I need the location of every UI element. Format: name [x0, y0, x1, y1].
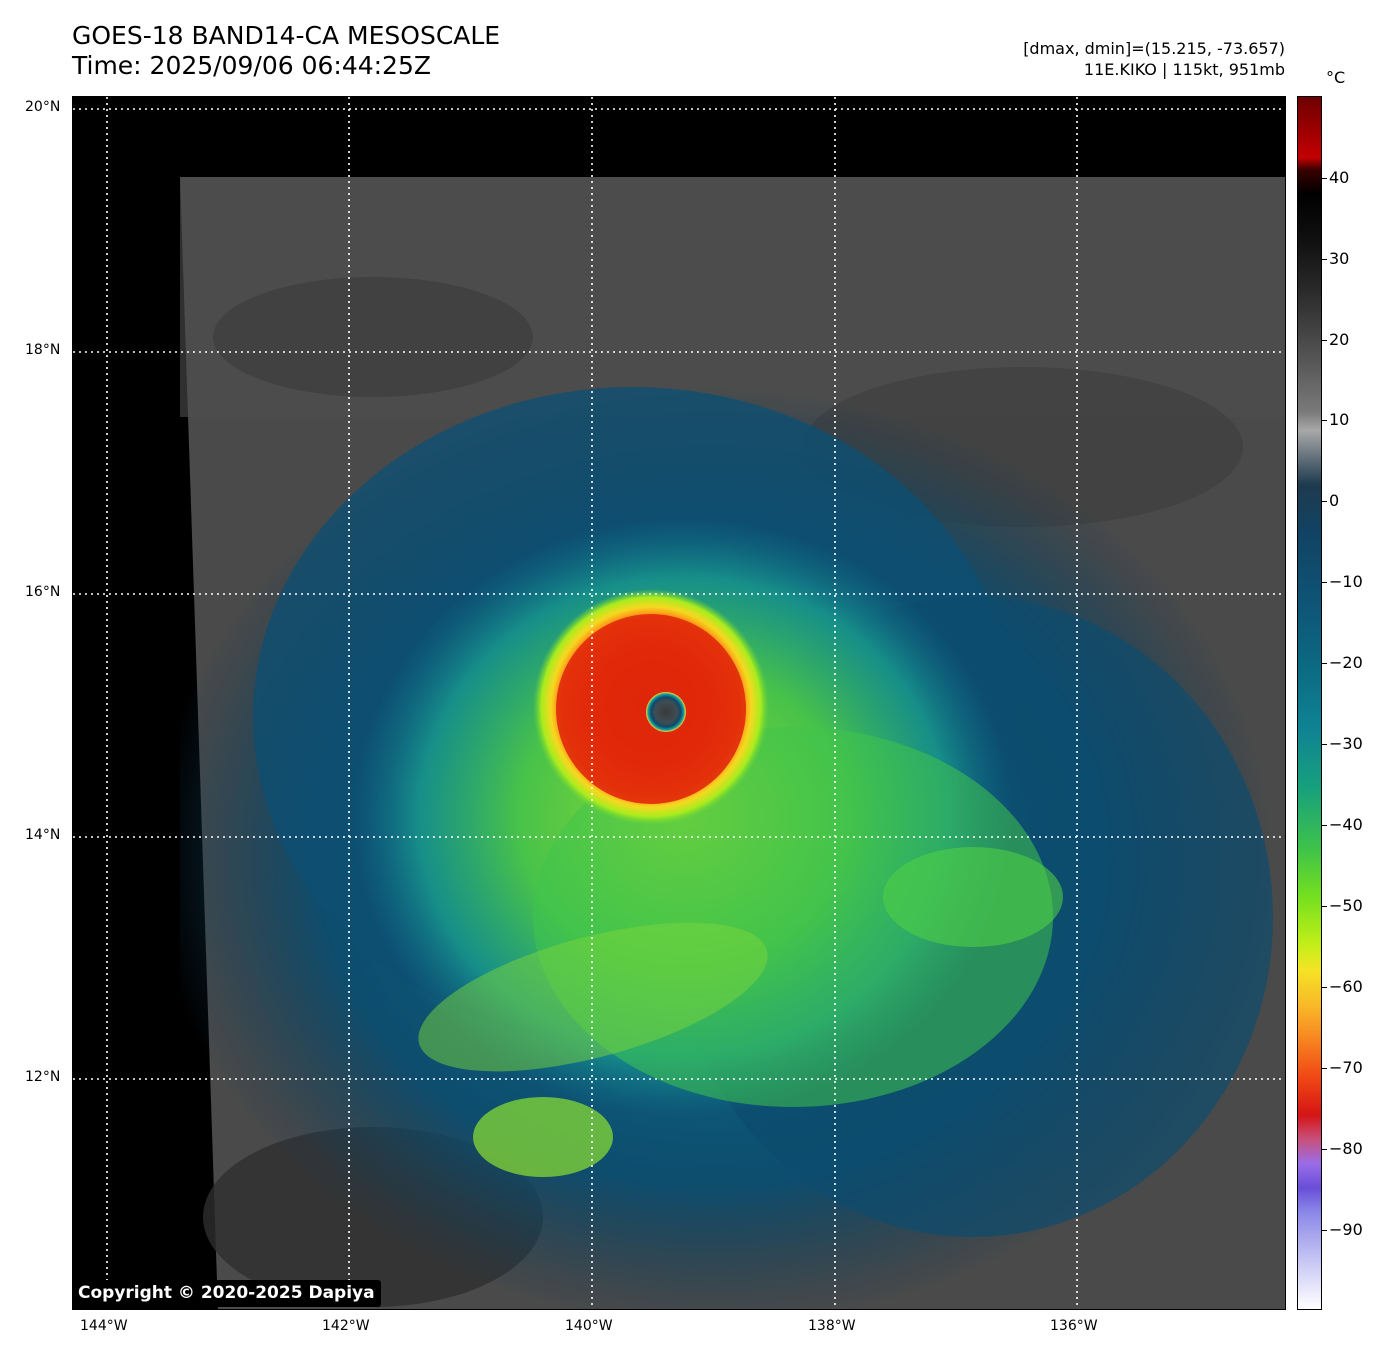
- colorbar-label-minus40: −40: [1329, 815, 1363, 834]
- colorbar-label-minus60: −60: [1329, 977, 1363, 996]
- colorbar-tick: [1322, 259, 1327, 260]
- colorbar-unit: °C: [1326, 68, 1346, 87]
- dmax-dmin-readout: [dmax, dmin]=(15.215, -73.657): [1023, 39, 1285, 58]
- colorbar-label-minus10: −10: [1329, 572, 1363, 591]
- hurricane-eye: [646, 692, 686, 732]
- colorbar-tick: [1322, 906, 1327, 907]
- storm-info: 11E.KIKO | 115kt, 951mb: [1083, 60, 1285, 79]
- colorbar-tick: [1322, 1149, 1327, 1150]
- lon-label-140w: 140°W: [565, 1318, 613, 1334]
- colorbar-tick: [1322, 1068, 1327, 1069]
- colorbar-label-minus30: −30: [1329, 734, 1363, 753]
- lon-label-138w: 138°W: [808, 1318, 856, 1334]
- colorbar-label-minus90: −90: [1329, 1220, 1363, 1239]
- lon-label-142w: 142°W: [322, 1318, 370, 1334]
- satellite-map: [72, 96, 1286, 1310]
- lon-label-136w: 136°W: [1050, 1318, 1098, 1334]
- infrared-imagery: [73, 97, 1285, 1309]
- lon-label-144w: 144°W: [80, 1318, 128, 1334]
- lat-label-16n: 16°N: [25, 584, 61, 600]
- colorbar-label-20: 20: [1329, 330, 1350, 349]
- colorbar-tick: [1322, 501, 1327, 502]
- colorbar-tick: [1322, 987, 1327, 988]
- image-title: GOES-18 BAND14-CA MESOSCALE: [72, 21, 501, 50]
- colorbar-tick: [1322, 744, 1327, 745]
- colorbar-tick: [1322, 825, 1327, 826]
- map-gridlines: [73, 97, 1285, 1309]
- lat-label-18n: 18°N: [25, 342, 61, 358]
- lat-label-12n: 12°N: [25, 1069, 61, 1085]
- colorbar-label-0: 0: [1329, 491, 1340, 510]
- colorbar-tick: [1322, 420, 1327, 421]
- colorbar-tick: [1322, 340, 1327, 341]
- colorbar-label-40: 40: [1329, 168, 1350, 187]
- colorbar-tick: [1322, 178, 1327, 179]
- colorbar-label-minus50: −50: [1329, 896, 1363, 915]
- lat-label-20n: 20°N: [25, 99, 61, 115]
- colorbar-label-minus80: −80: [1329, 1139, 1363, 1158]
- temperature-colorbar: [1297, 96, 1322, 1310]
- colorbar-tick: [1322, 582, 1327, 583]
- copyright-notice: Copyright © 2020-2025 Dapiya: [72, 1280, 381, 1307]
- image-timestamp: Time: 2025/09/06 06:44:25Z: [72, 51, 431, 80]
- colorbar-label-minus70: −70: [1329, 1058, 1363, 1077]
- colorbar-label-10: 10: [1329, 410, 1350, 429]
- lat-label-14n: 14°N: [25, 827, 61, 843]
- colorbar-tick: [1322, 663, 1327, 664]
- colorbar-tick: [1322, 1230, 1327, 1231]
- colorbar-label-30: 30: [1329, 249, 1350, 268]
- colorbar-label-minus20: −20: [1329, 653, 1363, 672]
